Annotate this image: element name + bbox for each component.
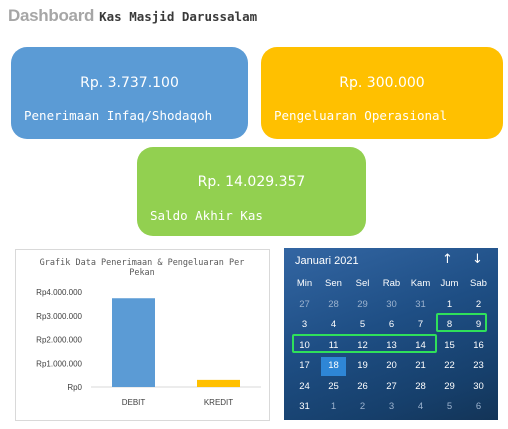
calendar-grid: Min Sen Sel Rab Kam Jum Sab 27 28 29 30 31 1 2 3 4 5 6 7 8 9… [290,274,493,418]
y-tick-label: Rp2.000.000 [36,336,82,345]
balance-card[interactable]: Rp. 14.029.357 Saldo Akhir Kas [137,147,366,236]
calendar-day[interactable]: 28 [415,380,426,392]
calendar-day[interactable]: 5 [359,319,366,330]
x-tick-label: DEBIT [122,398,146,407]
calendar-day[interactable]: 9 [475,319,482,330]
calendar-day[interactable]: 4 [417,401,424,412]
calendar-day[interactable]: 6 [388,319,395,330]
calendar-day[interactable]: 27 [299,298,310,310]
y-tick-label: Rp4.000.000 [36,288,82,297]
weekday-header: Sel [355,278,370,289]
arrow-up-icon[interactable]: ↑ [442,252,453,267]
calendar-day[interactable]: 27 [386,380,397,392]
calendar-day[interactable]: 20 [386,360,397,371]
calendar-day[interactable]: 26 [357,380,368,392]
chart-title: Grafik Data Penerimaan & Pengeluaran Per [40,258,245,268]
bar-chart-canvas: Grafik Data Penerimaan & Pengeluaran Per… [36,258,261,407]
weekday-header: Rab [382,278,401,289]
calendar-day[interactable]: 25 [328,380,339,392]
expense-label: Pengeluaran Operasional [274,108,448,123]
calendar-day[interactable]: 28 [328,298,339,310]
calendar-month-label[interactable]: Januari 2021 [295,255,359,267]
income-label: Penerimaan Infaq/Shodaqoh [24,108,213,123]
calendar-day[interactable]: 2 [359,401,366,412]
calendar-day[interactable]: 2 [475,298,482,310]
calendar-day[interactable]: 29 [357,298,368,310]
weekday-header: Sen [325,278,342,289]
calendar-day[interactable]: 22 [444,360,455,371]
calendar-day[interactable]: 10 [299,339,310,351]
calendar-day[interactable]: 11 [328,339,339,351]
calendar-day[interactable]: 12 [357,339,368,351]
page-title: Kas Masjid Darussalam [99,9,258,24]
calendar-day[interactable]: 17 [299,360,310,371]
calendar-day[interactable]: 13 [386,339,397,351]
x-tick-label: KREDIT [204,398,233,407]
calendar-day[interactable]: 24 [299,380,310,392]
calendar-day[interactable]: 8 [446,319,453,330]
bar-chart: Grafik Data Penerimaan & Pengeluaran Per… [15,249,270,421]
weekday-header: Kam [410,278,431,289]
calendar-widget[interactable]: Januari 2021 ↑ ↓ Min Sen Sel Rab Kam Jum Sab 27… [284,248,498,420]
bar-debit [112,298,155,387]
calendar-day[interactable]: 19 [357,360,368,371]
weekday-header: Min [296,278,313,289]
dashboard-header: Dashboard Kas Masjid Darussalam [8,6,257,30]
balance-label: Saldo Akhir Kas [150,208,263,223]
y-tick-label: Rp3.000.000 [36,312,82,321]
balance-amount: Rp. 14.029.357 [197,174,306,190]
calendar-day[interactable]: 18 [321,357,346,376]
date-highlight-box [436,313,487,332]
y-tick-label: Rp0 [67,383,82,392]
weekday-header: Jum [440,278,459,289]
calendar-day[interactable]: 1 [446,298,453,310]
calendar-day[interactable]: 5 [446,401,453,412]
weekday-header: Sab [470,278,487,289]
bar-kredit [197,379,240,387]
calendar-day[interactable]: 31 [415,298,426,310]
calendar-day[interactable]: 14 [415,339,426,351]
date-highlight-box [292,334,437,353]
calendar-day[interactable]: 30 [473,380,484,392]
calendar-day[interactable]: 6 [475,401,482,412]
calendar-day[interactable]: 29 [444,380,455,392]
dashboard-brand: Dashboard [8,6,95,25]
chart-title: Pekan [129,268,155,278]
calendar-day[interactable]: 3 [301,319,308,330]
calendar-day[interactable]: 4 [330,319,337,330]
calendar-day[interactable]: 23 [473,360,484,371]
income-card[interactable]: Rp. 3.737.100 Penerimaan Infaq/Shodaqoh [11,47,248,139]
calendar-day[interactable]: 3 [388,401,395,412]
calendar-day[interactable]: 21 [415,360,426,371]
calendar-day[interactable]: 7 [417,319,424,330]
income-amount: Rp. 3.737.100 [80,75,179,91]
expense-card[interactable]: Rp. 300.000 Pengeluaran Operasional [261,47,503,139]
calendar-day[interactable]: 16 [473,339,484,351]
calendar-day[interactable]: 1 [330,401,337,412]
calendar-day[interactable]: 30 [386,298,397,310]
calendar-day[interactable]: 31 [299,401,310,412]
y-tick-label: Rp1.000.000 [36,359,82,368]
expense-amount: Rp. 300.000 [339,75,425,91]
calendar-day[interactable]: 15 [444,339,455,351]
arrow-down-icon[interactable]: ↓ [472,252,483,267]
